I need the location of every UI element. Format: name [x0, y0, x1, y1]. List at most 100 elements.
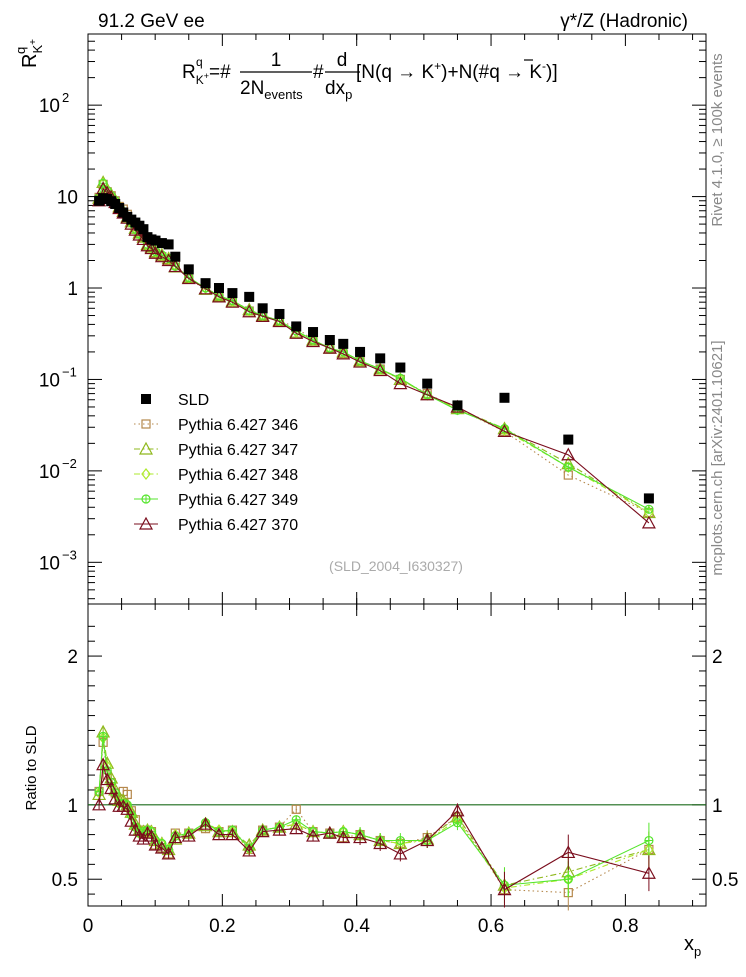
- ratio-point: [291, 804, 301, 814]
- marker-cross: [99, 732, 108, 741]
- data-point: [242, 304, 257, 318]
- series-sld: [94, 193, 654, 504]
- svg-text:[N(q → K+)+N(#q → K-)]: [N(q → K+)+N(#q → K-)]: [356, 59, 558, 83]
- legend-marker: [138, 441, 154, 455]
- legend-marker: [141, 394, 151, 404]
- svg-text:RK+=#: RK+=#: [182, 62, 231, 87]
- ratio-y-tick-label: 0.5: [52, 870, 78, 891]
- legend-item: SLD: [141, 392, 209, 409]
- y-tick-exponent: 2: [62, 90, 69, 105]
- data-point: [156, 238, 167, 249]
- data-point: [336, 346, 351, 360]
- svg-text:RK+: RK+: [19, 39, 45, 68]
- data-point: [291, 321, 302, 332]
- data-point: [422, 378, 433, 389]
- ratio-y-tick-label: 1: [67, 796, 78, 817]
- data-point: [499, 392, 510, 403]
- data-point: [274, 308, 285, 319]
- data-point: [420, 387, 435, 401]
- ratio-y-tick-label-right: 2: [712, 647, 723, 668]
- x-tick-label: 0.2: [209, 916, 235, 937]
- legend-marker: [141, 468, 151, 480]
- ratio-point: [420, 833, 435, 847]
- ratio-point: [452, 818, 463, 828]
- legend-label: Pythia 6.427 346: [178, 417, 298, 434]
- legend-label: SLD: [178, 392, 209, 409]
- ratio-point: [353, 830, 368, 844]
- marker-cross: [564, 875, 573, 884]
- ratio-point: [561, 845, 576, 859]
- svg-text:q: q: [13, 47, 28, 54]
- y-tick-label: 10: [39, 96, 60, 117]
- ratio-point: [108, 791, 123, 805]
- data-point: [324, 335, 335, 346]
- mcplots-label: mcplots.cern.ch [arXiv:2401.10621]: [709, 340, 726, 575]
- svg-text:1: 1: [271, 50, 282, 71]
- ratio-point: [336, 830, 351, 844]
- data-point: [355, 346, 366, 357]
- marker-cross: [396, 836, 405, 845]
- ratio-point: [306, 828, 321, 842]
- rivet-label: Rivet 4.1.0, ≥ 100k events: [709, 53, 726, 226]
- formula: RK+=# q 1 2Nevents # d dxp [N(q → K+)+N(…: [182, 50, 558, 102]
- data-point: [181, 271, 196, 285]
- energy-label: 91.2 GeV ee: [98, 11, 205, 32]
- data-point: [163, 239, 174, 250]
- legend-marker: [141, 419, 151, 429]
- svg-text:#: #: [313, 62, 324, 83]
- ratio-point: [98, 731, 108, 742]
- ratio-axis-ticks: 0 0.2 0.4 0.6 0.8 0.5 0.5 1 1 2 2: [52, 604, 738, 937]
- data-point: [257, 303, 268, 314]
- ratio-point: [211, 827, 226, 841]
- ratio-point: [181, 828, 196, 842]
- legend-label: Pythia 6.427 370: [178, 517, 298, 534]
- data-point: [138, 224, 149, 235]
- y-tick-exponent: −1: [62, 364, 77, 379]
- data-point: [497, 424, 512, 438]
- legend-item: Pythia 6.427 346: [134, 417, 298, 434]
- marker-cross: [453, 818, 462, 827]
- marker-cross: [644, 836, 653, 845]
- y-tick-exponent: −3: [62, 547, 77, 562]
- legend: SLD Pythia 6.427 346 Pythia 6.427 347 Pythi…: [134, 392, 298, 534]
- legend-label: Pythia 6.427 348: [178, 467, 298, 484]
- ratio-point: [161, 846, 176, 860]
- data-point: [183, 264, 194, 275]
- ratio-line: [98, 731, 650, 886]
- data-point: [200, 278, 211, 289]
- ratio-ylabel: Ratio to SLD: [23, 725, 40, 810]
- ratio-series-pythia-6.427-348: [94, 731, 654, 906]
- data-point: [198, 281, 213, 295]
- ratio-point: [120, 802, 135, 815]
- y-tick-exponent: −2: [62, 456, 77, 471]
- data-point: [322, 340, 337, 354]
- data-point: [170, 251, 181, 262]
- ratio-frame: [87, 603, 707, 907]
- ratio-point: [272, 822, 287, 836]
- ratio-point: [144, 828, 159, 842]
- ratio-point: [100, 772, 115, 786]
- ratio-line: [98, 737, 650, 889]
- ratio-point: [168, 830, 183, 844]
- svg-text:2Nevents: 2Nevents: [240, 78, 303, 102]
- data-point: [373, 363, 388, 377]
- ratio-y-tick-label-right: 1: [712, 796, 723, 817]
- ratio-point: [92, 797, 107, 811]
- data-point: [353, 354, 368, 368]
- ratio-point: [242, 843, 257, 857]
- x-tick-label: 0: [83, 916, 94, 937]
- y-tick-label: 1: [67, 279, 78, 300]
- ratio-point: [96, 757, 111, 771]
- data-point: [561, 447, 576, 461]
- data-point: [148, 245, 163, 259]
- legend-marker: [141, 494, 151, 504]
- legend-item: Pythia 6.427 349: [134, 492, 298, 509]
- legend-marker: [138, 516, 154, 530]
- ratio-point: [497, 882, 512, 896]
- data-point: [643, 493, 654, 504]
- svg-text:dxp: dxp: [325, 78, 352, 102]
- ratio-point: [128, 822, 143, 836]
- svg-text:d: d: [337, 50, 348, 71]
- data-point: [272, 314, 287, 328]
- ratio-point: [450, 803, 465, 817]
